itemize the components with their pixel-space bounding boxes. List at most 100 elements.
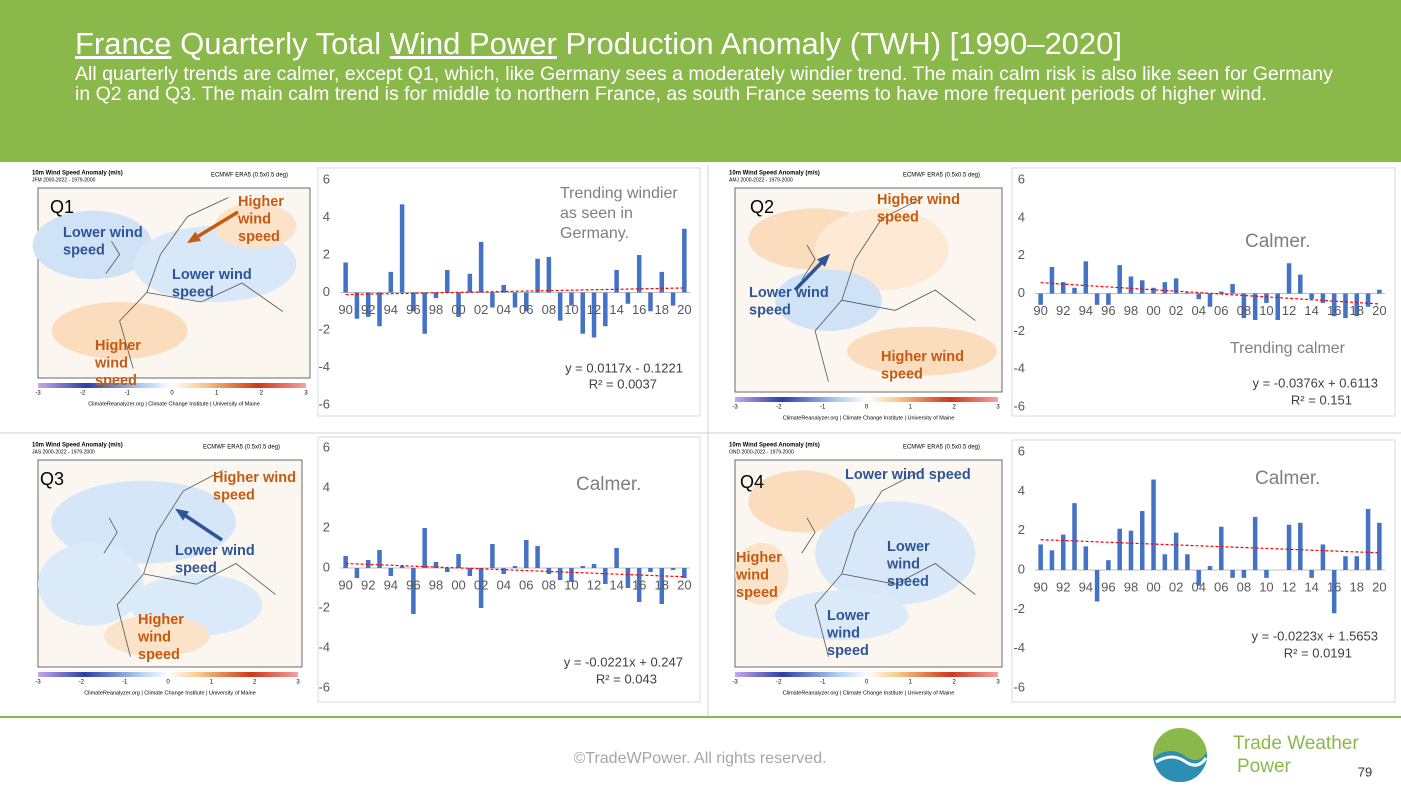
bar bbox=[670, 292, 676, 306]
trendline bbox=[345, 287, 685, 296]
x-tick-label: 94 bbox=[1079, 303, 1093, 318]
map-arrow bbox=[191, 210, 239, 242]
anomaly-shade bbox=[735, 542, 789, 605]
colorbar-tick-label: 2 bbox=[260, 391, 264, 397]
bar bbox=[1128, 530, 1134, 570]
quarter-label: Q1 bbox=[50, 197, 74, 217]
coastline bbox=[801, 197, 976, 382]
x-tick-label: 08 bbox=[542, 302, 556, 317]
bar bbox=[1230, 570, 1235, 578]
colorbar-tick-label: 1 bbox=[215, 391, 219, 397]
bar bbox=[625, 568, 631, 588]
trendline bbox=[1040, 282, 1380, 305]
bar bbox=[1207, 566, 1213, 570]
map-annotation: speed bbox=[213, 487, 255, 503]
bar bbox=[580, 566, 585, 568]
y-tick-label: 6 bbox=[1018, 443, 1025, 458]
map-credit: ClimateReanalyzer.org | Climate Change I… bbox=[783, 690, 955, 696]
bar bbox=[354, 292, 360, 319]
map-arrowhead bbox=[186, 231, 201, 244]
bar bbox=[557, 292, 563, 321]
bar bbox=[433, 562, 439, 568]
chart-annotation: Calmer. bbox=[1245, 231, 1310, 252]
colorbar-tick-label: -2 bbox=[79, 680, 85, 686]
title-part: France bbox=[75, 26, 172, 61]
title-part: Wind Power bbox=[389, 26, 557, 61]
map-arrowhead bbox=[817, 253, 831, 267]
bar bbox=[1377, 289, 1382, 294]
x-tick-label: 16 bbox=[632, 577, 646, 592]
x-tick-label: 14 bbox=[1304, 303, 1318, 318]
y-tick-label: 0 bbox=[323, 559, 330, 574]
map-annotation: speed bbox=[95, 373, 137, 389]
map-annotation: Lower wind bbox=[172, 267, 252, 283]
bar bbox=[591, 292, 597, 338]
map-annotation: Higher wind bbox=[881, 349, 964, 365]
bar bbox=[445, 270, 450, 293]
x-tick-label: 20 bbox=[677, 302, 691, 317]
bar bbox=[1298, 522, 1303, 570]
bar bbox=[343, 556, 348, 568]
bar bbox=[1117, 265, 1122, 294]
x-tick-label: 92 bbox=[1056, 303, 1070, 318]
bar bbox=[1286, 263, 1292, 294]
x-tick-label: 98 bbox=[1124, 579, 1138, 594]
bar bbox=[1331, 570, 1337, 614]
map-annotation: speed bbox=[827, 643, 869, 659]
bar bbox=[1072, 287, 1077, 294]
map-source: ECMWF ERA5 (0.5x0.5 deg) bbox=[203, 445, 280, 451]
map-annotation: Higher wind bbox=[213, 470, 296, 486]
bar bbox=[1320, 544, 1326, 570]
colorbar-tick-label: 2 bbox=[952, 405, 956, 411]
x-tick-label: 06 bbox=[519, 302, 533, 317]
map-arrow bbox=[793, 256, 828, 292]
x-tick-label: 96 bbox=[406, 302, 420, 317]
bar bbox=[603, 292, 608, 327]
x-tick-label: 20 bbox=[677, 577, 691, 592]
x-tick-label: 04 bbox=[496, 302, 510, 317]
bar bbox=[456, 292, 461, 317]
y-tick-label: -6 bbox=[318, 679, 330, 694]
map-annotation: Lower wind bbox=[749, 285, 829, 301]
colorbar-tick-label: 0 bbox=[166, 680, 170, 686]
bar bbox=[1343, 293, 1348, 319]
x-tick-label: 16 bbox=[1327, 579, 1341, 594]
anomaly-shade bbox=[748, 470, 856, 533]
map-annotation: speed bbox=[736, 585, 778, 601]
bar bbox=[1377, 522, 1382, 570]
bar bbox=[1365, 509, 1371, 570]
bar bbox=[625, 292, 631, 304]
map-annotation: Lower bbox=[887, 539, 930, 555]
y-tick-label: -2 bbox=[318, 599, 330, 614]
colorbar-tick-label: -1 bbox=[122, 680, 128, 686]
bar bbox=[1094, 293, 1100, 305]
x-tick-label: 04 bbox=[1191, 303, 1205, 318]
logo-text: Trade Weather bbox=[1233, 733, 1359, 754]
colorbar-tick-label: 3 bbox=[304, 391, 308, 397]
bar bbox=[1106, 293, 1111, 305]
bar bbox=[411, 568, 416, 614]
y-tick-label: 4 bbox=[1018, 483, 1025, 498]
bar bbox=[569, 568, 574, 582]
x-tick-label: 18 bbox=[1350, 303, 1364, 318]
x-tick-label: 96 bbox=[1101, 579, 1115, 594]
map-annotation: Lower bbox=[827, 608, 870, 624]
x-tick-label: 08 bbox=[1237, 303, 1251, 318]
slide-subtitle: All quarterly trends are calmer, except … bbox=[75, 63, 1333, 105]
header: France Quarterly Total Wind Power Produc… bbox=[0, 0, 1401, 162]
bar bbox=[1117, 528, 1122, 570]
bar bbox=[501, 568, 506, 574]
bar bbox=[478, 241, 484, 293]
map-annotation: wind bbox=[94, 355, 128, 371]
chart-frame bbox=[317, 436, 701, 703]
trend-equation: y = -0.0223x + 1.5653 bbox=[1252, 628, 1378, 643]
colorbar-tick-label: 3 bbox=[996, 405, 1000, 411]
trendline bbox=[345, 562, 685, 578]
y-tick-label: -2 bbox=[318, 321, 330, 336]
bar bbox=[1128, 276, 1134, 294]
logo-text: Power bbox=[1237, 756, 1292, 777]
bar bbox=[422, 292, 427, 334]
x-tick-label: 90 bbox=[338, 302, 352, 317]
coastline bbox=[105, 197, 284, 369]
x-tick-label: 18 bbox=[655, 577, 669, 592]
